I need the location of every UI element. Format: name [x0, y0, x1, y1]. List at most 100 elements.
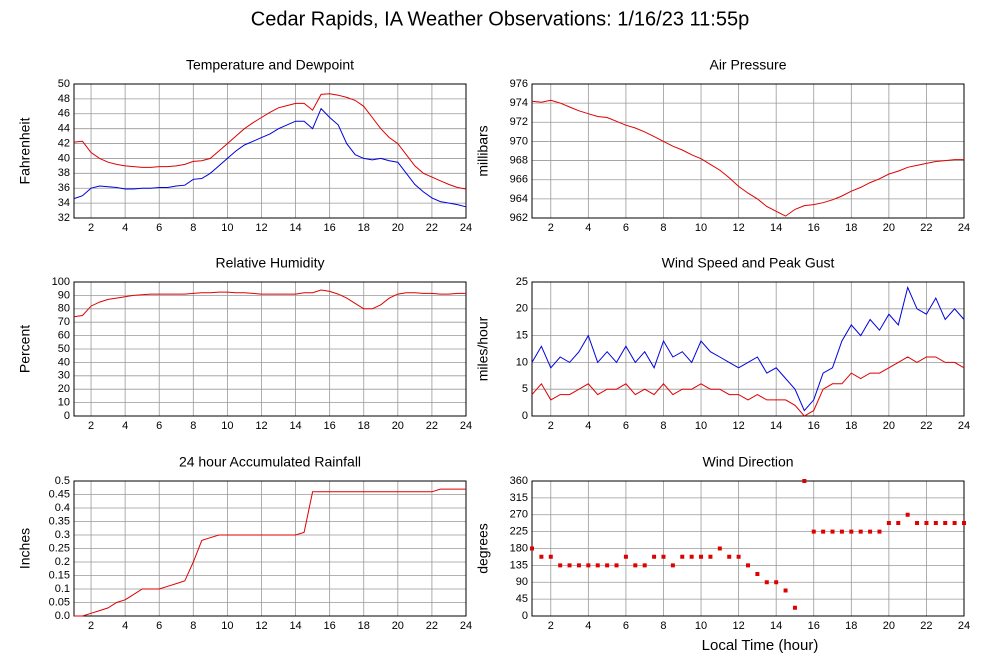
x-tick-label: 18	[845, 420, 857, 432]
x-tick-label: 18	[358, 620, 370, 632]
x-tick-label: 22	[920, 420, 932, 432]
y-tick-label: 0.15	[49, 569, 70, 581]
y-tick-label: 972	[510, 116, 528, 128]
data-point	[933, 521, 938, 525]
x-tick-label: 20	[392, 620, 404, 632]
x-tick-label: 2	[88, 222, 94, 234]
y-tick-label: 0.45	[49, 488, 70, 500]
y-tick-label: 270	[510, 509, 528, 521]
y-tick-label: 50	[58, 78, 70, 90]
y-tick-label: 0.35	[49, 515, 70, 527]
data-point	[530, 546, 534, 551]
x-tick-label: 12	[732, 222, 744, 234]
x-tick-label: 10	[695, 620, 707, 632]
y-tick-label: 25	[516, 276, 528, 288]
x-tick-label: 24	[460, 620, 472, 632]
data-point	[764, 580, 769, 585]
y-tick-label: 60	[58, 330, 70, 342]
x-tick-label: 24	[460, 222, 472, 234]
x-tick-label: 10	[221, 420, 233, 432]
y-tick-label: 70	[58, 316, 70, 328]
x-tick-label: 12	[732, 420, 744, 432]
y-tick-label: 46	[58, 108, 70, 120]
x-tick-label: 2	[548, 420, 554, 432]
page-title: Cedar Rapids, IA Weather Observations: 1…	[251, 8, 749, 30]
data-point	[717, 546, 722, 551]
x-tick-label: 4	[122, 420, 128, 432]
y-tick-label: 10	[58, 397, 70, 409]
data-point	[680, 554, 685, 559]
data-point	[605, 563, 610, 568]
chart-title: Relative Humidity	[216, 255, 325, 271]
y-tick-label: 180	[510, 542, 528, 554]
y-tick-label: 44	[58, 123, 70, 135]
x-tick-label: 4	[585, 222, 591, 234]
data-point	[642, 563, 647, 568]
x-tick-label: 14	[770, 222, 782, 234]
y-tick-label: 968	[510, 154, 528, 166]
chart-title: Air Pressure	[709, 57, 786, 73]
x-tick-label: 20	[392, 222, 404, 234]
y-tick-label: 36	[58, 182, 70, 194]
data-point	[755, 572, 760, 576]
data-point	[727, 554, 732, 559]
y-tick-label: 0.5	[55, 475, 70, 487]
x-tick-label: 6	[156, 420, 162, 432]
x-tick-label: 16	[324, 222, 336, 234]
y-tick-label: 40	[58, 356, 70, 368]
data-point	[905, 512, 910, 517]
y-tick-label: 90	[58, 289, 70, 301]
data-point	[858, 529, 863, 534]
data-point	[783, 588, 788, 593]
y-tick-label: 80	[58, 303, 70, 315]
chart-title: Temperature and Dewpoint	[186, 57, 354, 73]
x-tick-label: 16	[808, 620, 820, 632]
data-point	[699, 554, 704, 559]
y-axis-label: Inches	[17, 528, 33, 569]
x-tick-label: 6	[623, 222, 629, 234]
x-tick-label: 8	[660, 222, 666, 234]
x-tick-label: 20	[883, 222, 895, 234]
y-tick-label: 970	[510, 135, 528, 147]
x-tick-label: 14	[289, 222, 301, 234]
data-point	[830, 529, 835, 534]
y-tick-label: 10	[516, 356, 528, 368]
y-tick-label: 40	[58, 152, 70, 164]
data-point	[943, 521, 948, 525]
x-tick-label: 24	[958, 420, 970, 432]
x-tick-label: 2	[88, 420, 94, 432]
y-tick-label: 0	[522, 610, 528, 622]
y-tick-label: 315	[510, 492, 528, 504]
plot-frame	[73, 83, 467, 219]
data-line	[74, 488, 466, 617]
y-tick-label: 34	[58, 197, 70, 209]
x-tick-label: 10	[221, 222, 233, 234]
y-tick-label: 50	[58, 343, 70, 355]
x-tick-label: 14	[289, 620, 301, 632]
data-point	[736, 554, 741, 559]
data-point	[962, 521, 966, 525]
x-tick-label: 4	[122, 222, 128, 234]
x-tick-label: 24	[958, 620, 970, 632]
plot-frame	[73, 281, 467, 417]
y-axis-label: Fahrenheit	[17, 117, 33, 184]
y-tick-label: 0.1	[55, 583, 70, 595]
data-line	[531, 99, 964, 217]
chart-title: Wind Direction	[702, 454, 793, 470]
x-tick-label: 20	[883, 420, 895, 432]
x-tick-label: 16	[808, 420, 820, 432]
y-tick-label: 0	[64, 410, 70, 422]
y-tick-label: 100	[52, 276, 70, 288]
y-tick-label: 0.3	[55, 529, 70, 541]
y-tick-label: 135	[510, 559, 528, 571]
x-tick-label: 16	[808, 222, 820, 234]
y-tick-label: 976	[510, 78, 528, 90]
data-point	[652, 554, 657, 559]
x-tick-label: 14	[770, 620, 782, 632]
x-tick-label: 6	[156, 620, 162, 632]
x-tick-label: 22	[426, 620, 438, 632]
data-line	[73, 289, 466, 318]
data-point	[567, 563, 572, 568]
x-tick-label: 6	[623, 620, 629, 632]
data-point	[839, 529, 844, 534]
